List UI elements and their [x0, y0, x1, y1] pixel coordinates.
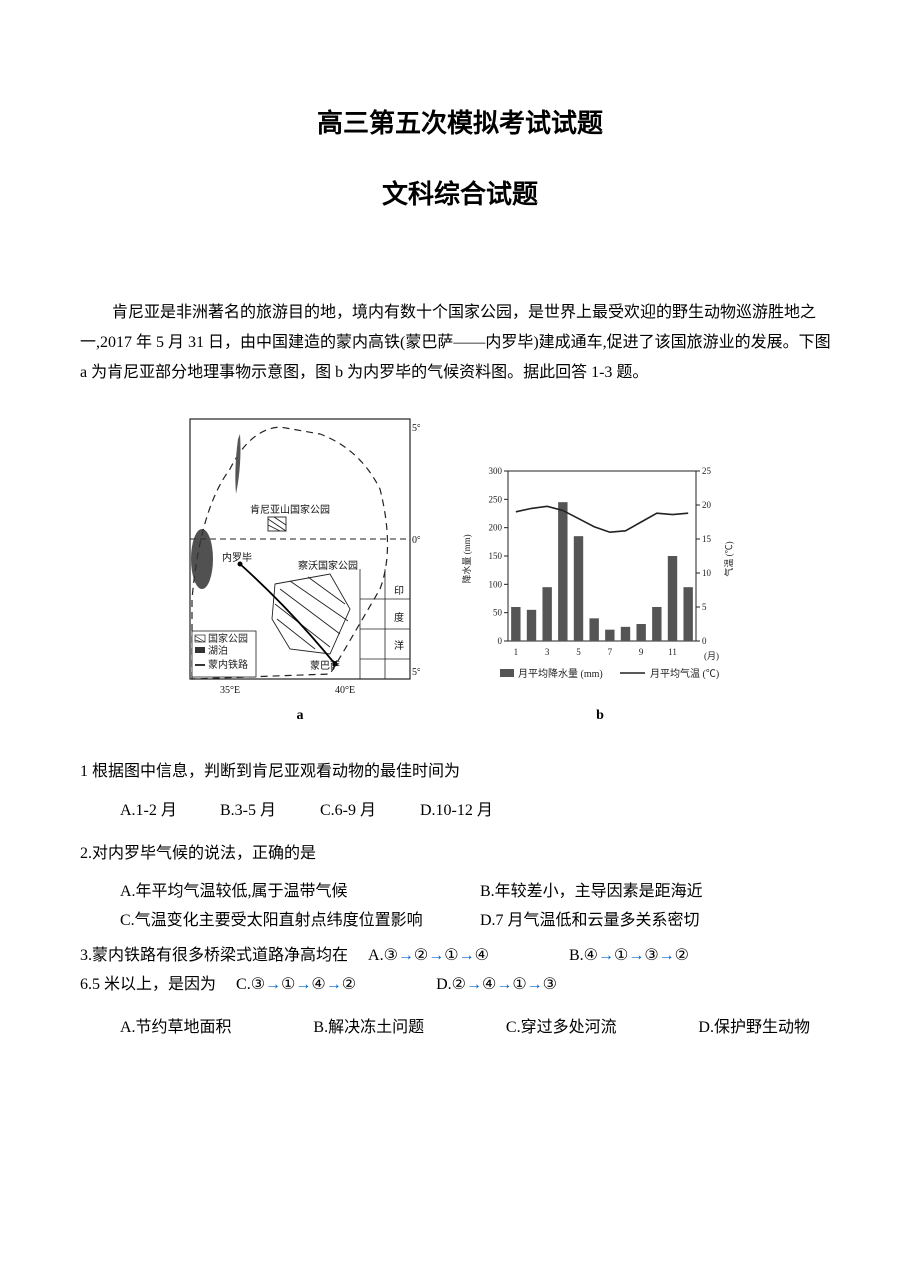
- svg-text:100: 100: [489, 579, 503, 589]
- q3-a: A.节约草地面积: [120, 1014, 262, 1043]
- svg-text:0: 0: [498, 636, 503, 646]
- q3-seq-b: B. ④ → ① → ③ → ②: [569, 942, 689, 971]
- passage-text: 肯尼亚是非洲著名的旅游目的地，境内有数十个国家公园，是世界上最受欢迎的野生动物巡…: [80, 298, 840, 389]
- figure-b-label: b: [596, 703, 604, 728]
- svg-text:50: 50: [493, 607, 503, 617]
- q3-stem-line2: 6.5 米以上，是因为: [80, 971, 236, 1000]
- svg-text:250: 250: [489, 494, 503, 504]
- q1-d: D.10-12 月: [420, 797, 523, 826]
- title-main: 高三第五次模拟考试试题: [80, 100, 840, 147]
- svg-text:5: 5: [702, 602, 707, 612]
- map-label-park1: 肯尼亚山国家公园: [250, 503, 330, 516]
- svg-text:150: 150: [489, 551, 503, 561]
- svg-text:5: 5: [576, 647, 581, 657]
- map-label-park2: 察沃国家公园: [298, 559, 358, 572]
- q3-seq-d: D. ② → ④ → ① → ③: [436, 971, 557, 1000]
- q2-a: A.年平均气温较低,属于温带气候: [120, 878, 480, 907]
- q3-choices: A.节约草地面积 B.解决冻土问题 C.穿过多处河流 D.保护野生动物: [80, 1014, 840, 1043]
- q1-a: A.1-2 月: [120, 797, 220, 826]
- svg-text:10: 10: [702, 568, 712, 578]
- lat-n: 5°N: [412, 423, 420, 434]
- q1-c: C.6-9 月: [320, 797, 420, 826]
- legend-temp: 月平均气温 (℃): [650, 667, 719, 680]
- svg-text:20: 20: [702, 500, 712, 510]
- svg-text:11: 11: [668, 647, 677, 657]
- legend-lake: 湖泊: [208, 645, 228, 657]
- q3-b: B.解决冻土问题: [313, 1014, 454, 1043]
- svg-text:1: 1: [514, 647, 519, 657]
- figure-b: 0 50 100 150 200 250 300 0 5 10 15 20 25 1 3 5 7 9 11 降水量 …: [460, 459, 740, 728]
- lat-s: 5°S: [412, 667, 420, 678]
- legend-rail: 蒙内铁路: [208, 658, 248, 671]
- map-sea2: 度: [394, 611, 404, 624]
- map-label-city1: 内罗毕: [222, 551, 252, 564]
- q2-b: B.年较差小，主导因素是距海近: [480, 878, 840, 907]
- legend-park: 国家公园: [208, 632, 248, 645]
- map-sea1: 印: [394, 585, 404, 597]
- figures-row: 肯尼亚山国家公园 察沃国家公园 内罗毕 蒙巴萨 印 度 洋 5°N 0° 5°S…: [80, 409, 840, 728]
- y-left-label: 降水量 (mm): [461, 534, 472, 583]
- map-label-city2: 蒙巴萨: [310, 659, 340, 672]
- q3-c: C.穿过多处河流: [506, 1014, 647, 1043]
- q1-choices: A.1-2 月 B.3-5 月 C.6-9 月 D.10-12 月: [80, 797, 840, 826]
- q3-seq-a: A.③ → ② → ① → ④: [368, 942, 489, 971]
- q2-stem: 2.对内罗毕气候的说法，正确的是: [80, 840, 840, 869]
- figure-a: 肯尼亚山国家公园 察沃国家公园 内罗毕 蒙巴萨 印 度 洋 5°N 0° 5°S…: [180, 409, 420, 728]
- map-sea3: 洋: [394, 639, 404, 652]
- q2-choices: A.年平均气温较低,属于温带气候 B.年较差小，主导因素是距海近 C.气温变化主…: [80, 878, 840, 936]
- title-sub: 文科综合试题: [80, 171, 840, 218]
- x-label: (月): [704, 651, 719, 661]
- q3-stem-line1: 3.蒙内铁路有很多桥梁式道路净高均在: [80, 942, 368, 971]
- svg-text:9: 9: [639, 647, 644, 657]
- figure-a-label: a: [297, 703, 304, 728]
- map-diagram: 肯尼亚山国家公园 察沃国家公园 内罗毕 蒙巴萨 印 度 洋 5°N 0° 5°S…: [180, 409, 420, 699]
- svg-text:300: 300: [489, 466, 503, 476]
- svg-text:0: 0: [702, 636, 707, 646]
- climate-chart: 0 50 100 150 200 250 300 0 5 10 15 20 25 1 3 5 7 9 11 降水量 …: [460, 459, 740, 699]
- q1-b: B.3-5 月: [220, 797, 320, 826]
- lon-35: 35°E: [220, 685, 240, 696]
- q3-seq-c: C.③ → ① → ④ → ②: [236, 971, 356, 1000]
- q3-row2: 6.5 米以上，是因为 C.③ → ① → ④ → ② D. ② → ④ → ①…: [80, 971, 840, 1000]
- q2-d: D.7 月气温低和云量多关系密切: [480, 907, 840, 936]
- svg-text:7: 7: [608, 647, 613, 657]
- y-right-label: 气温 (℃): [723, 541, 734, 576]
- q3-d: D.保护野生动物: [698, 1014, 840, 1043]
- svg-text:15: 15: [702, 534, 712, 544]
- lon-40: 40°E: [335, 685, 355, 696]
- svg-text:25: 25: [702, 466, 712, 476]
- svg-text:3: 3: [545, 647, 550, 657]
- q1-stem: 1 根据图中信息，判断到肯尼亚观看动物的最佳时间为: [80, 758, 840, 787]
- legend-precip: 月平均降水量 (mm): [518, 667, 603, 680]
- q3-row1: 3.蒙内铁路有很多桥梁式道路净高均在 A.③ → ② → ① → ④ B. ④ …: [80, 942, 840, 971]
- q2-c: C.气温变化主要受太阳直射点纬度位置影响: [120, 907, 480, 936]
- lat-0: 0°: [412, 535, 420, 546]
- svg-text:200: 200: [489, 522, 503, 532]
